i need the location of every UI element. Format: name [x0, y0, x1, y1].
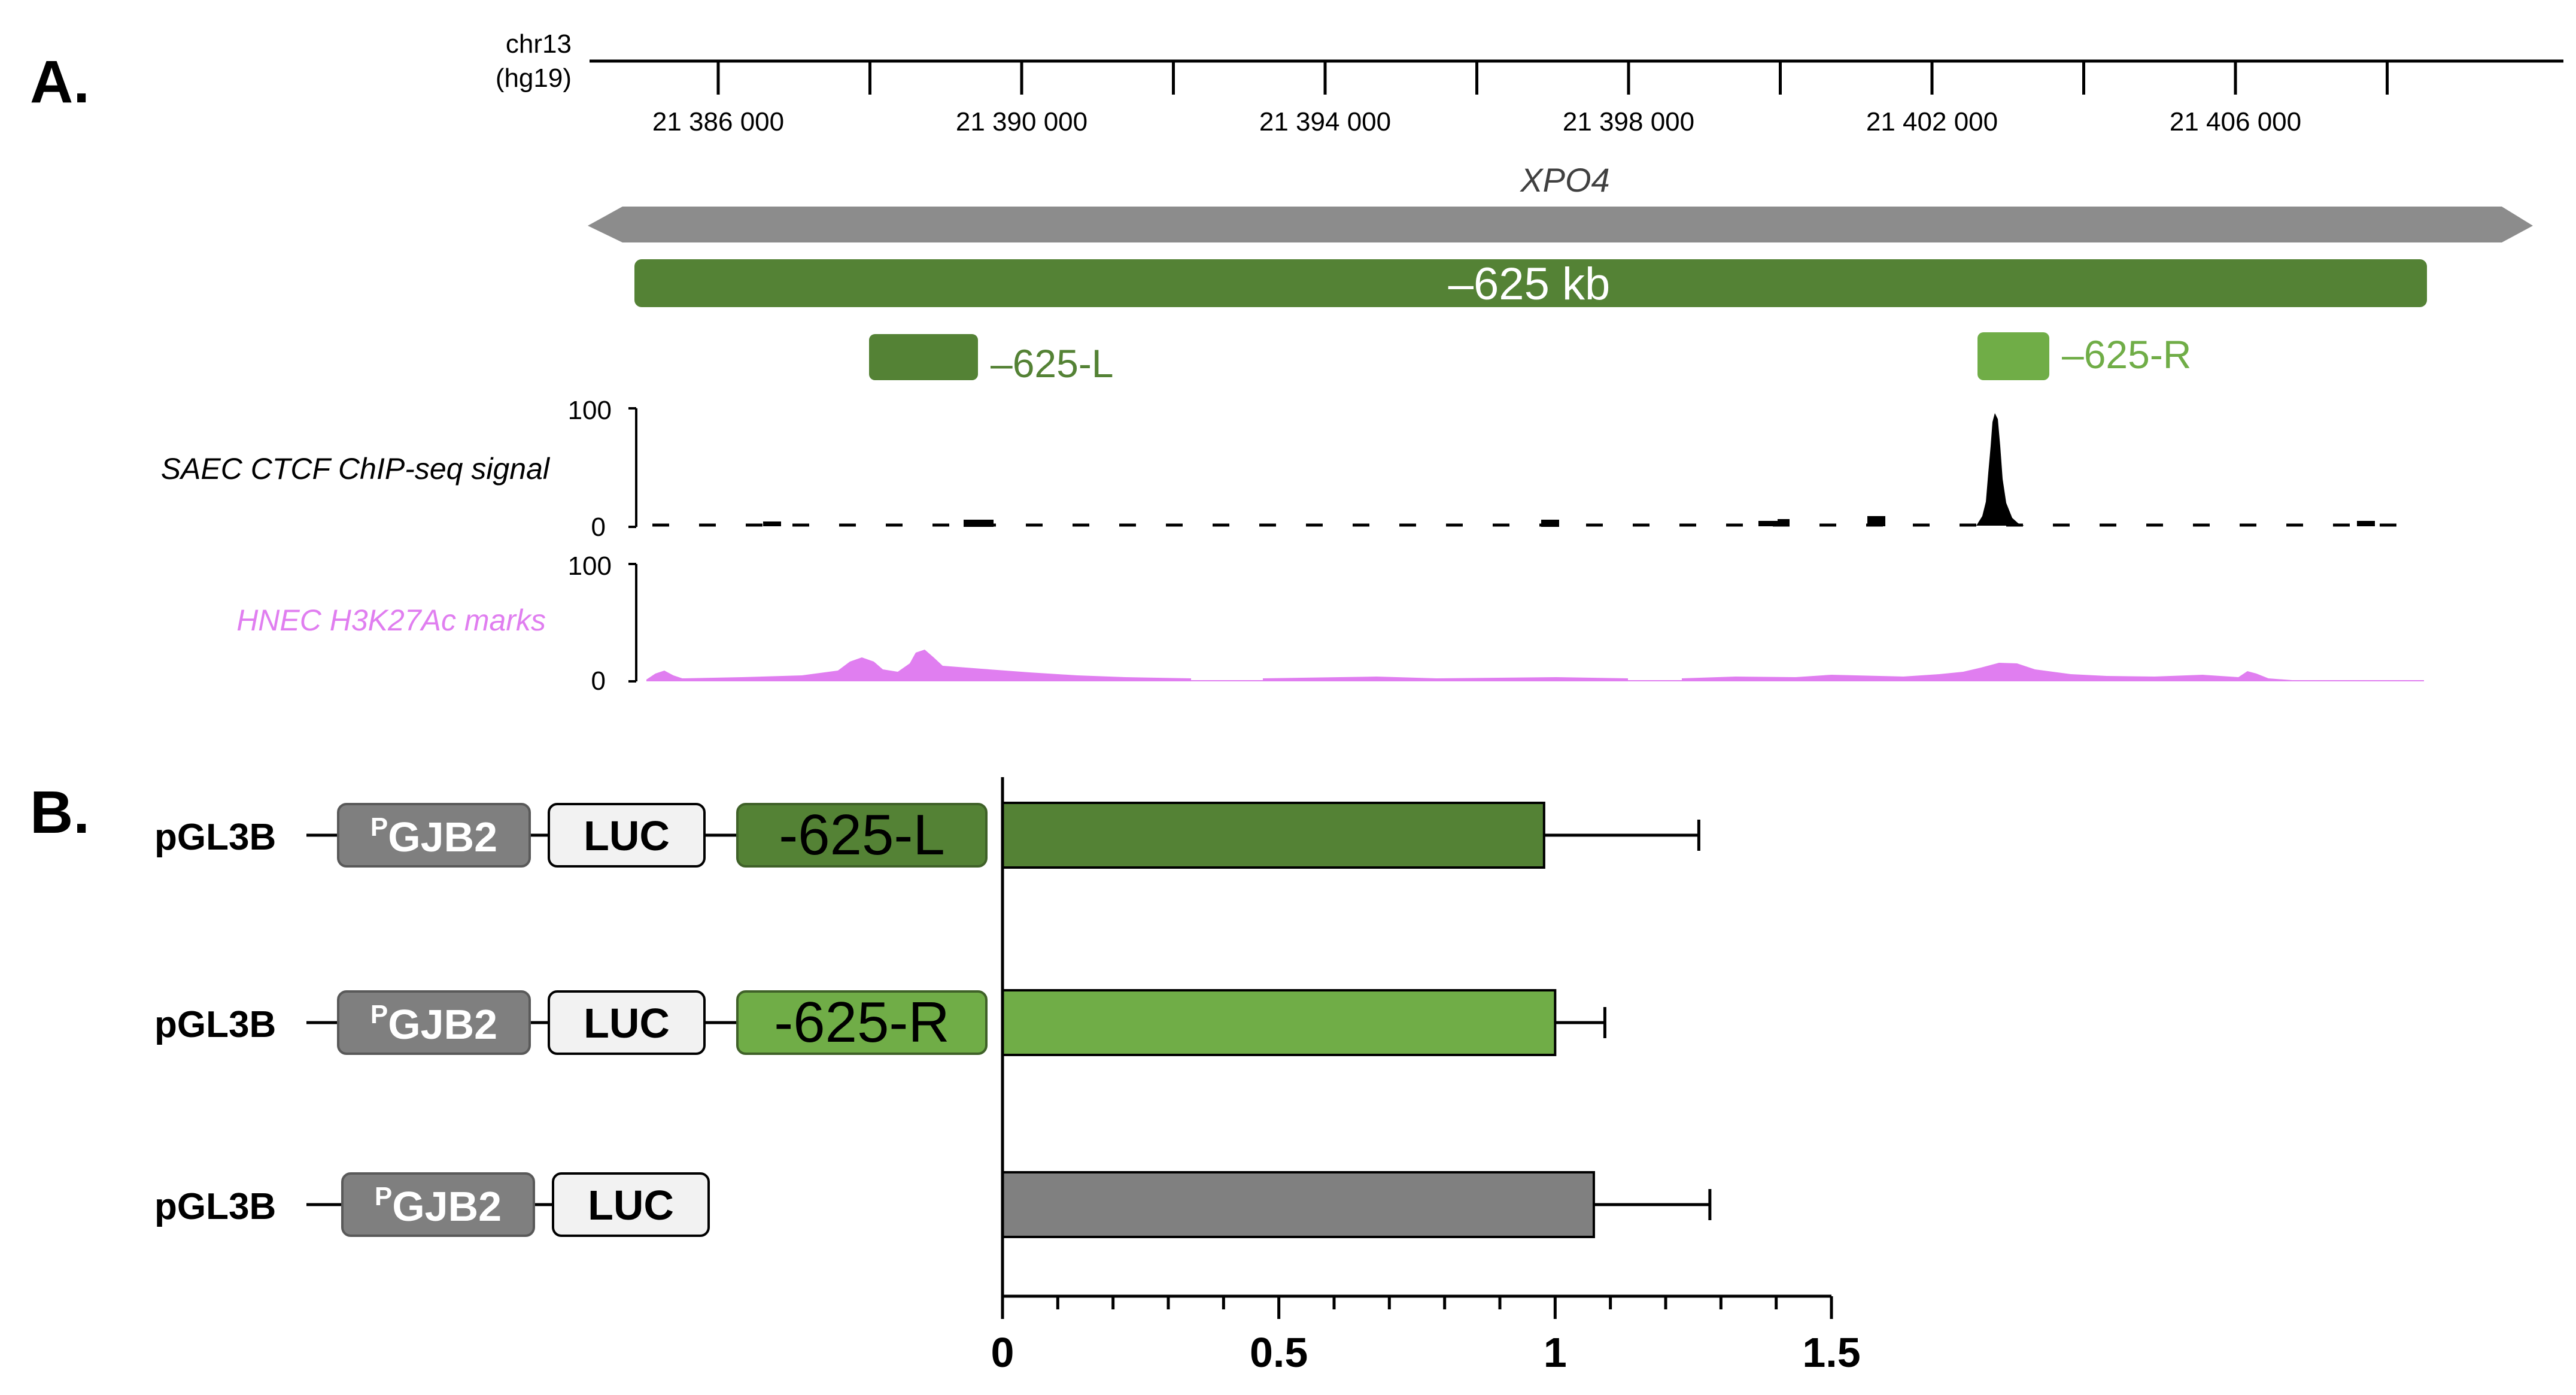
gene-arrow	[588, 207, 2533, 242]
genome-axis-tick-label: 21 402 000	[1866, 107, 1998, 137]
promoter-box	[337, 990, 531, 1055]
vector-label: pGL3B	[154, 1186, 276, 1227]
vector-label: pGL3B	[154, 817, 276, 858]
x-tick-label: 1	[1544, 1329, 1567, 1376]
bar	[1001, 802, 1545, 869]
promoter-name: GJB2	[392, 1183, 502, 1230]
h3k27ac-ymax-label: 100	[568, 551, 612, 581]
assembly-label: (hg19)	[496, 63, 572, 93]
promoter-label: PGJB2	[370, 1000, 497, 1048]
ctcf-small-peak	[964, 520, 994, 527]
ctcf-ymax-label: 100	[568, 396, 612, 425]
region-625-L-label: –625-L	[991, 341, 1114, 386]
x-tick-label: 0.5	[1250, 1329, 1308, 1376]
reporter-label: LUC	[584, 812, 670, 859]
reporter-box	[548, 803, 706, 868]
enhancer-box	[736, 803, 988, 868]
x-tick-label: 1.5	[1802, 1329, 1860, 1376]
genome-axis-tick-label: 21 394 000	[1259, 107, 1391, 137]
promoter-superscript: P	[370, 812, 388, 842]
promoter-label: PGJB2	[375, 1182, 502, 1230]
region-track: –625 kb –625-L –625-R	[634, 259, 2427, 386]
ctcf-ymin-label: 0	[591, 512, 606, 542]
ctcf-small-peaks	[763, 516, 2375, 527]
promoter-name: GJB2	[388, 814, 497, 860]
construct-row: pGL3B PGJB2 LUC -625-R	[154, 990, 988, 1055]
h3k27ac-track-name: HNEC H3K27Ac marks	[236, 604, 546, 637]
gene-track: XPO4	[588, 161, 2533, 242]
region-625-R-bar	[1977, 332, 2049, 380]
ctcf-small-peak	[1867, 516, 1885, 526]
bar-chart-x-axis: 0 0.5 1 1.5	[991, 777, 1861, 1376]
x-tick-label: 0	[991, 1329, 1014, 1376]
bar-chart: 0 0.5 1 1.5	[991, 777, 1861, 1376]
ctcf-small-peak	[2357, 521, 2375, 526]
panel-a-label: A.	[30, 48, 90, 116]
construct-row: pGL3B PGJB2 LUC -625-L	[154, 803, 988, 868]
bar-chart-errorbars	[1544, 820, 1712, 1220]
reporter-box	[548, 990, 706, 1055]
genome-axis-tick-label: 21 390 000	[956, 107, 1087, 137]
ctcf-small-peak	[1758, 521, 1779, 526]
ctcf-track-name: SAEC CTCF ChIP-seq signal	[161, 452, 551, 486]
region-625kb-label: –625 kb	[1448, 259, 1610, 310]
bar-chart-bars	[1001, 802, 1595, 1238]
ctcf-peak	[1976, 413, 2024, 526]
enhancer-label: -625-L	[779, 803, 945, 867]
region-625-L-bar	[869, 334, 978, 380]
enhancer-label: -625-R	[774, 990, 949, 1054]
region-625-R-label: –625-R	[2062, 332, 2191, 377]
reporter-label: LUC	[588, 1182, 674, 1229]
genome-axis: chr13 (hg19) 21 386 000 21 390 000 21 394 …	[496, 29, 2563, 137]
promoter-label: PGJB2	[370, 812, 497, 860]
reporter-label: LUC	[584, 1000, 670, 1047]
ctcf-small-peak	[1778, 519, 1790, 526]
promoter-superscript: P	[370, 1000, 388, 1029]
vector-label: pGL3B	[154, 1004, 276, 1045]
promoter-name: GJB2	[388, 1001, 497, 1048]
ctcf-track: SAEC CTCF ChIP-seq signal 100 0	[161, 396, 2424, 542]
bar	[1001, 989, 1557, 1056]
genome-axis-tick-label: 21 386 000	[652, 107, 784, 137]
panel-b-label: B.	[30, 779, 90, 846]
promoter-box	[337, 803, 531, 868]
gene-name: XPO4	[1519, 161, 1609, 199]
bar	[1001, 1171, 1595, 1238]
promoter-superscript: P	[375, 1182, 392, 1211]
h3k27ac-track: HNEC H3K27Ac marks 100 0	[236, 551, 2424, 696]
region-625kb-bar	[634, 259, 2427, 307]
chrom-label: chr13	[506, 29, 572, 59]
ctcf-small-peak	[763, 521, 781, 526]
promoter-box	[341, 1172, 535, 1237]
h3k27ac-signal	[646, 650, 2424, 681]
reporter-box	[552, 1172, 710, 1237]
genome-axis-tick-label: 21 406 000	[2170, 107, 2301, 137]
h3k27ac-ymin-label: 0	[591, 666, 606, 696]
genome-axis-tick-label: 21 398 000	[1563, 107, 1694, 137]
enhancer-box	[736, 990, 988, 1055]
genome-axis-ticks: 21 386 000 21 390 000 21 394 000 21 398 000…	[652, 61, 2389, 137]
construct-row: pGL3B PGJB2 LUC	[154, 1172, 710, 1237]
ctcf-small-peak	[1541, 520, 1559, 527]
